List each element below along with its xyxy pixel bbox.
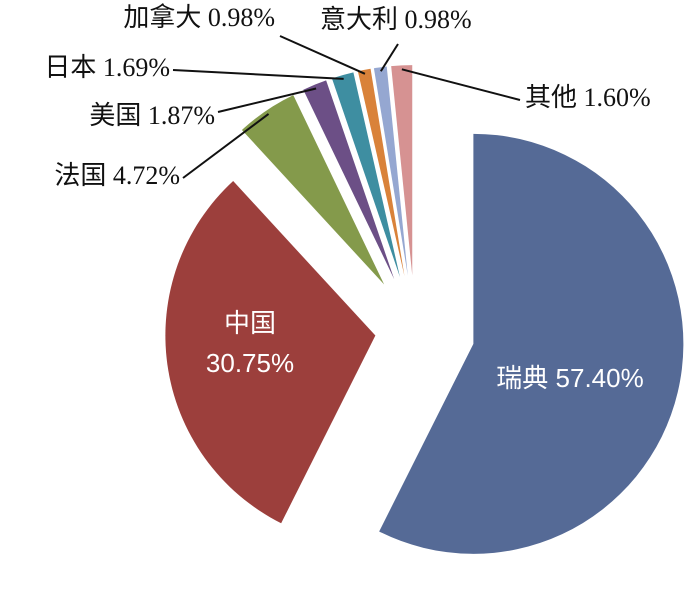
slice-value-label: 1.69% — [103, 53, 170, 82]
slice-value-label: 0.98% — [405, 5, 472, 34]
leader-line — [172, 69, 344, 80]
pie-slice — [373, 66, 408, 276]
pie-slice — [391, 65, 413, 276]
slice-label: 意大利 0.98% — [320, 5, 472, 34]
slice-label: 其他 1.60% — [525, 83, 651, 112]
leader-line — [279, 35, 366, 75]
slice-value-label: 57.40% — [556, 363, 644, 393]
slice-label: 日本 1.69% — [44, 53, 170, 82]
slice-value-label: 0.98% — [208, 3, 275, 32]
slice-category: 加拿大 — [123, 3, 201, 32]
slice-category: 意大利 — [320, 5, 398, 34]
slice-label: 加拿大 0.98% — [123, 3, 275, 32]
slice-value-label: 4.72% — [113, 161, 180, 190]
leader-line — [217, 87, 317, 113]
pie-slice — [357, 68, 405, 277]
slice-value-label: 30.75% — [206, 348, 294, 378]
slice-value-label: 1.87% — [148, 101, 215, 130]
slice-category: 美国 — [89, 101, 141, 130]
slice-category: 日本 — [44, 53, 96, 82]
pie-slice — [165, 181, 376, 524]
slice-label: 瑞典 57.40% — [496, 363, 643, 393]
slice-category: 其他 — [525, 83, 577, 112]
slice-label: 美国 1.87% — [89, 101, 215, 130]
slice-label: 法国 4.72% — [54, 161, 180, 190]
slice-category: 法国 — [54, 161, 106, 190]
leader-line — [182, 113, 270, 179]
pie-slice — [241, 95, 385, 285]
leader-line — [401, 68, 521, 101]
slice-category: 瑞典 — [496, 363, 548, 393]
pie-slice — [303, 80, 395, 280]
slice-category: 中国 — [224, 308, 276, 338]
leader-line — [379, 43, 399, 72]
pie-slice — [379, 133, 684, 554]
slice-value-label: 1.60% — [584, 83, 651, 112]
pie-slice — [331, 72, 400, 278]
